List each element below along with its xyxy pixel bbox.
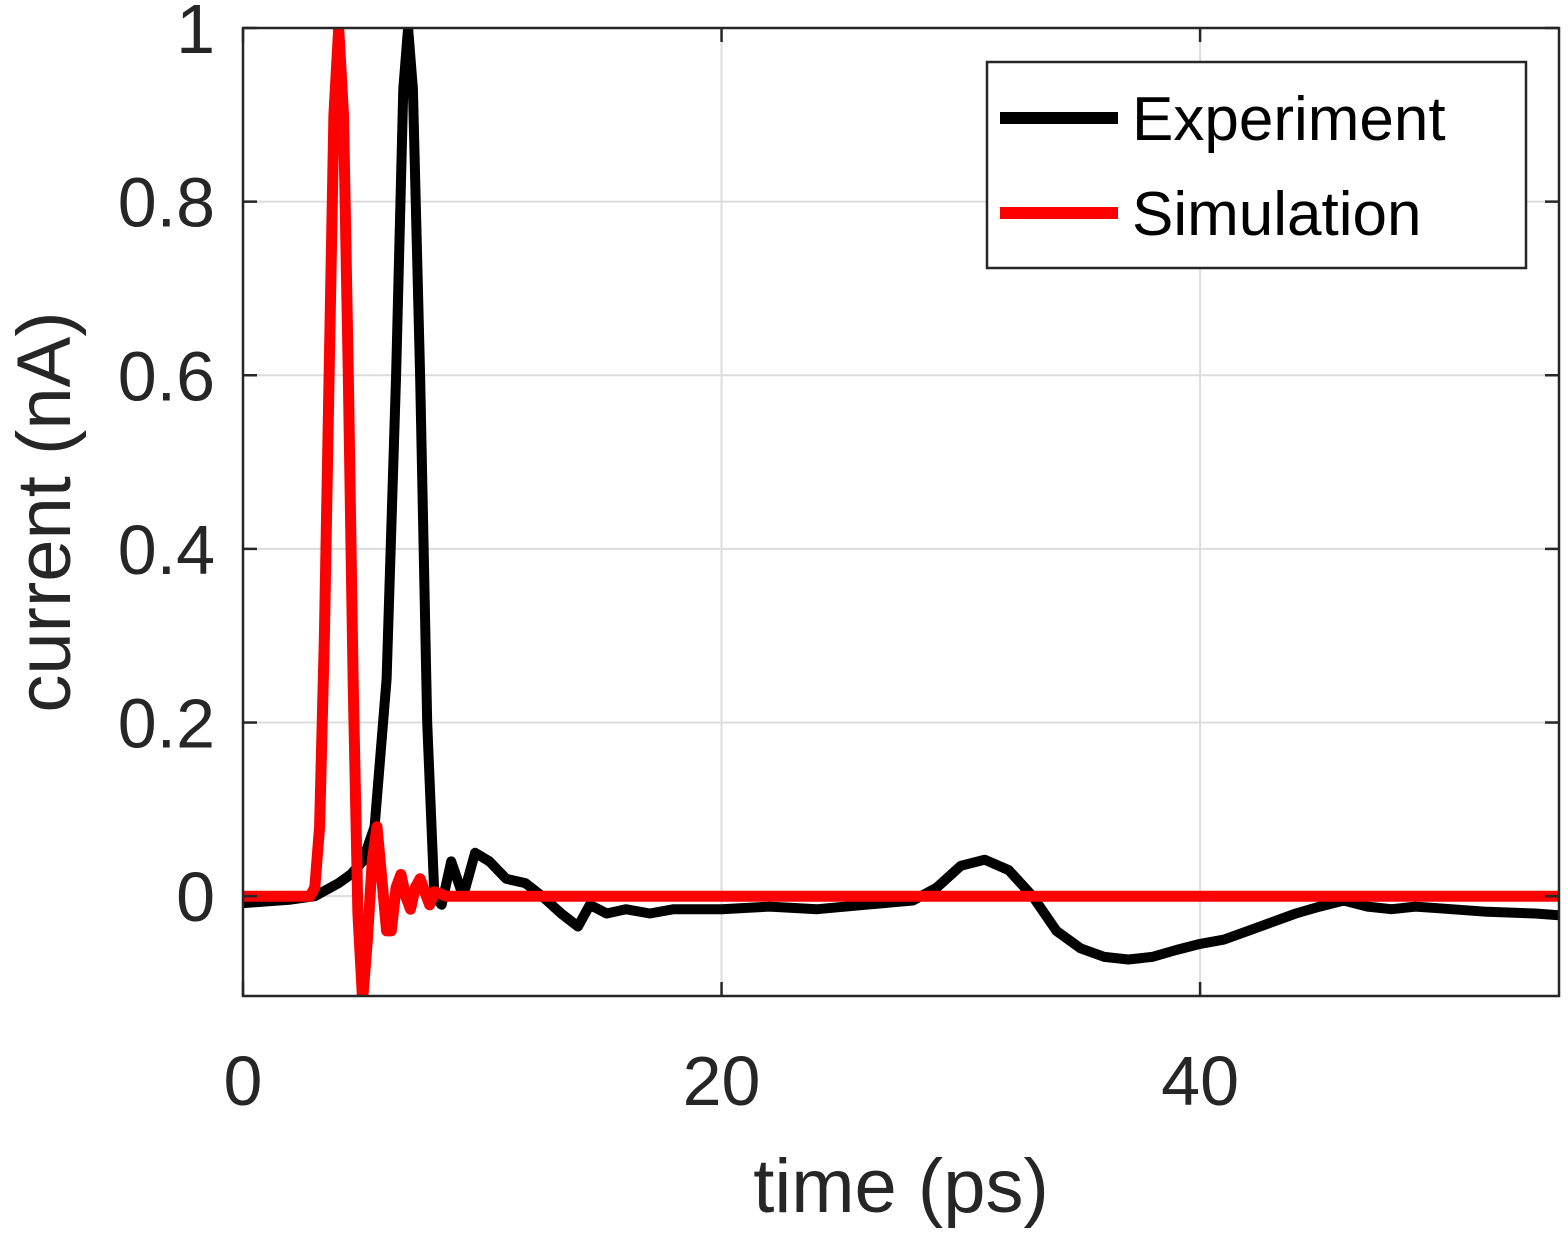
legend: Experiment Simulation [985, 60, 1528, 270]
x-tick-label: 40 [1161, 1042, 1239, 1120]
y-axis-label: current (nA) [2, 311, 87, 712]
legend-box [985, 60, 1528, 270]
tick-labels: 0 20 40 0 0.2 0.4 0.6 0.8 1 [118, 0, 1559, 1120]
x-axis-label: time (ps) [753, 1144, 1049, 1229]
x-tick-label: 20 [683, 1042, 761, 1120]
plot-frame [241, 26, 1561, 998]
legend-label-experiment: Experiment [1132, 85, 1446, 154]
y-tick-label: 0 [176, 858, 215, 936]
y-tick-label: 0.8 [118, 164, 215, 242]
x-tick-label: 0 [224, 1042, 263, 1120]
series-layer [243, 28, 1559, 996]
y-tick-label: 0.4 [118, 511, 215, 589]
y-tick-label: 1 [176, 0, 215, 68]
legend-label-simulation: Simulation [1132, 180, 1421, 249]
y-tick-label: 0.2 [118, 685, 215, 763]
y-tick-label: 0.6 [118, 337, 215, 415]
series-line-experiment [243, 28, 1559, 965]
series-line-simulation [243, 28, 1559, 996]
